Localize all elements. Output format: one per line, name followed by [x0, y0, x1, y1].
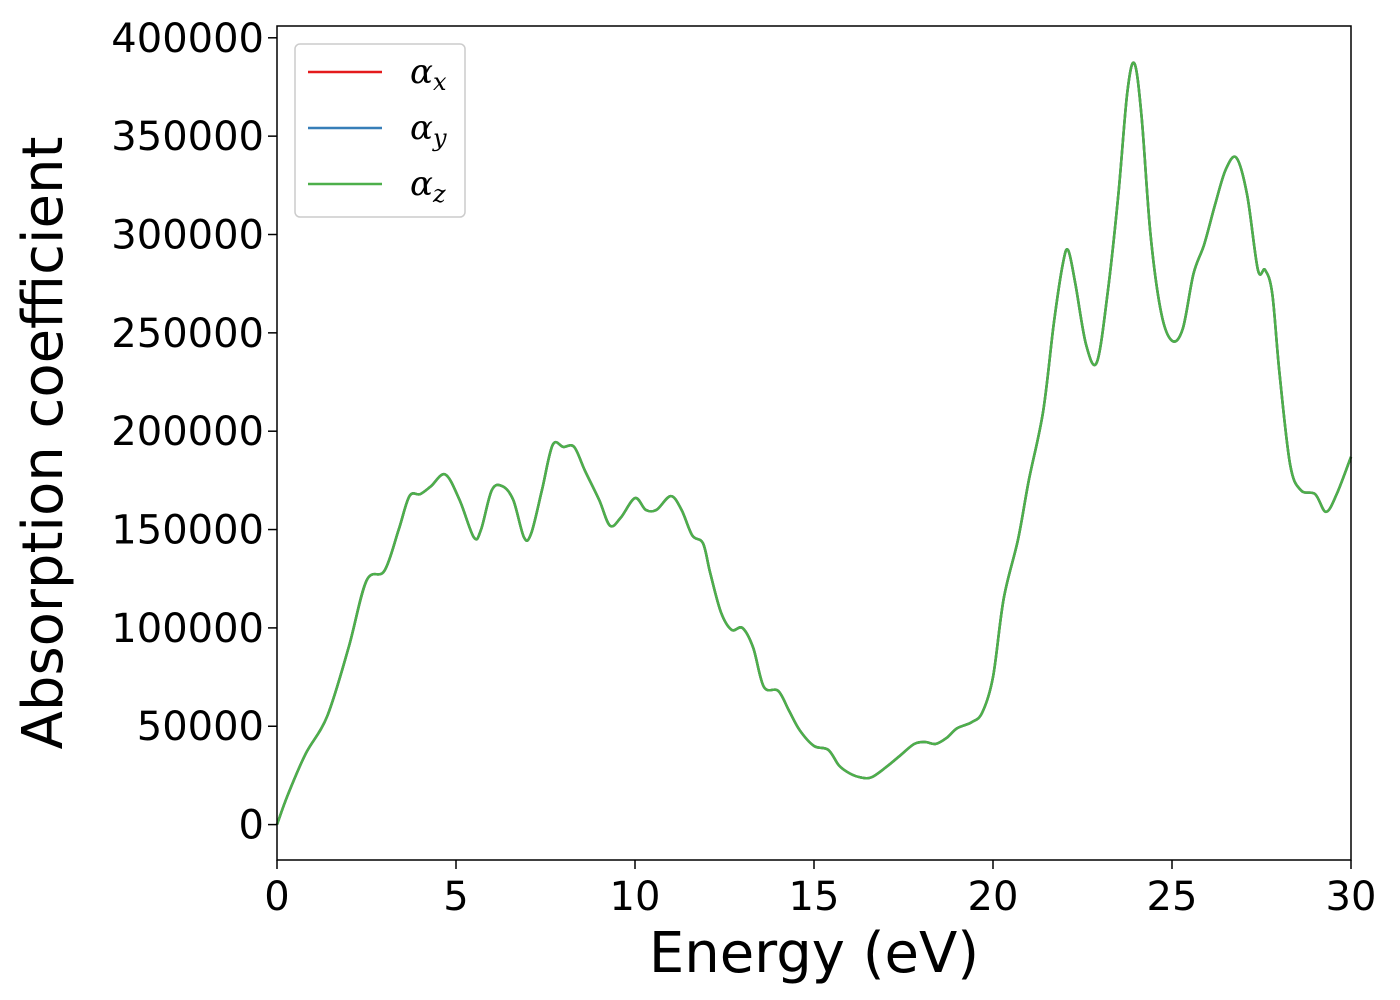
legend-label-y: αy — [410, 108, 447, 152]
y-tick-label: 200000 — [111, 409, 264, 455]
x-tick-label: 10 — [610, 874, 661, 920]
x-tick-label: 5 — [443, 874, 468, 920]
legend-frame — [294, 43, 466, 218]
y-tick-label: 150000 — [111, 508, 264, 554]
x-tick-label: 0 — [264, 874, 289, 920]
series-layer — [275, 61, 1353, 826]
x-tick-label: 15 — [789, 874, 840, 920]
y-tick-label: 350000 — [111, 114, 264, 160]
y-tick-label: 100000 — [111, 606, 264, 652]
x-tick-label: 30 — [1326, 874, 1377, 920]
y-tick-label: 250000 — [111, 311, 264, 357]
y-axis: 0 50000 100000 150000 200000 250000 300000 3500… — [111, 16, 277, 849]
x-axis: 0 5 10 15 20 25 30 — [264, 860, 1376, 920]
legend-label-x: αx — [410, 52, 447, 96]
y-tick-label: 300000 — [111, 213, 264, 259]
y-tick-label: 50000 — [137, 704, 264, 750]
series-line-z — [275, 61, 1353, 826]
x-axis-label: Energy (eV) — [649, 921, 979, 986]
y-tick-label: 0 — [239, 803, 264, 849]
x-tick-label: 20 — [968, 874, 1019, 920]
legend: αx αy αz — [294, 43, 466, 218]
y-axis-label: Absorption coefficient — [11, 137, 76, 750]
y-tick-label: 400000 — [111, 16, 264, 62]
x-tick-label: 25 — [1147, 874, 1198, 920]
legend-label-z: αz — [410, 164, 446, 208]
